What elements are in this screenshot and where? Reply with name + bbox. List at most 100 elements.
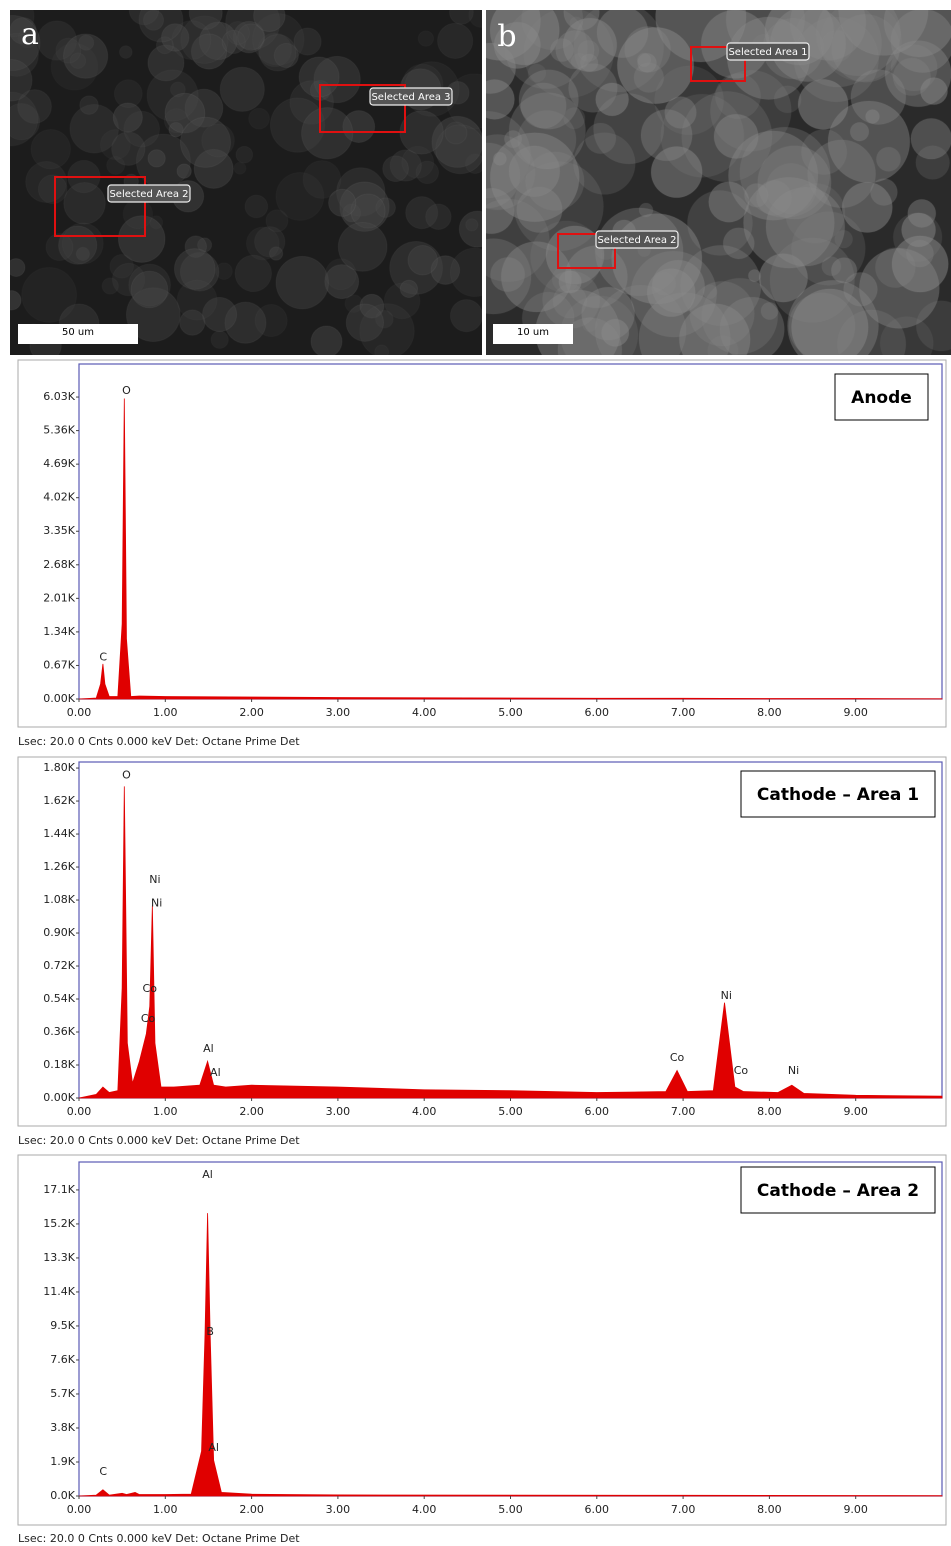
grain [184, 235, 207, 258]
x-tick-label: 2.00 [239, 706, 264, 719]
grain [328, 188, 357, 217]
grain [163, 108, 190, 134]
x-tick-label: 5.00 [498, 706, 523, 719]
grain [399, 110, 444, 155]
grain [807, 139, 877, 209]
peak-label: Co [141, 1012, 156, 1025]
grain [258, 33, 297, 72]
grain [890, 44, 938, 92]
image-bg [486, 10, 951, 355]
grain [581, 286, 636, 341]
x-tick-label: 2.00 [239, 1503, 264, 1516]
grain [61, 222, 104, 265]
grain [525, 151, 585, 211]
grain [739, 126, 831, 218]
grain [555, 30, 595, 70]
grain [743, 176, 835, 269]
y-tick-label: 1.08K [43, 893, 75, 906]
grain [257, 32, 292, 68]
y-tick-label: 1.62K [43, 794, 75, 807]
grain [874, 247, 916, 289]
grain [425, 203, 452, 230]
peak-label: B [206, 1325, 214, 1338]
grain [10, 15, 41, 72]
selected-area [557, 233, 616, 269]
peak-label: O [122, 768, 131, 781]
grain [843, 271, 878, 307]
grain [112, 102, 143, 133]
peak-label: Co [143, 982, 158, 995]
x-tick-label: 5.00 [498, 1105, 523, 1118]
grain [486, 238, 532, 315]
grain [342, 203, 362, 223]
grain [190, 33, 228, 70]
grain [530, 220, 603, 293]
grain [100, 129, 131, 160]
grain [244, 194, 269, 219]
grain [10, 102, 41, 141]
grain [638, 202, 654, 218]
area-label-box [107, 184, 191, 203]
grain [557, 317, 623, 355]
y-tick-label: 13.3K [43, 1251, 75, 1264]
grain [117, 215, 166, 263]
grain [198, 21, 238, 61]
grain [486, 134, 536, 211]
peak-label: Ni [721, 989, 732, 1002]
scale-bar [493, 324, 573, 344]
peak-label: Co [670, 1051, 685, 1064]
grain [836, 309, 907, 355]
peak-label: Al [210, 1066, 221, 1079]
x-tick-label: 6.00 [585, 1105, 610, 1118]
grain [146, 69, 199, 122]
texture [10, 10, 482, 355]
grain [345, 303, 385, 342]
grain [758, 253, 809, 303]
grain [686, 189, 753, 257]
grain [893, 212, 943, 262]
grain [678, 303, 751, 355]
x-tick-label: 7.00 [671, 1503, 696, 1516]
grain [350, 193, 386, 229]
grain [179, 252, 220, 292]
legend-box [740, 770, 936, 818]
grain [774, 85, 802, 113]
x-tick-label: 8.00 [757, 1105, 782, 1118]
grain [275, 255, 330, 310]
x-tick-label: 8.00 [757, 1503, 782, 1516]
legend-box [740, 1166, 936, 1214]
grain [180, 15, 229, 64]
y-tick-label: 11.4K [43, 1285, 75, 1298]
grain [289, 80, 334, 125]
grain [595, 82, 630, 117]
grain [517, 110, 577, 170]
grain [276, 172, 324, 221]
grain [708, 181, 750, 223]
grain [637, 52, 657, 73]
grain [253, 10, 286, 33]
selected-area [319, 84, 406, 133]
grain [155, 36, 174, 55]
y-tick-label: 15.2K [43, 1217, 75, 1230]
grain [437, 22, 474, 59]
grain [269, 97, 326, 153]
grain [486, 110, 531, 199]
grain [465, 218, 479, 232]
peak-label: C [99, 1465, 107, 1478]
scale-label: 10 um [517, 327, 549, 338]
grain [173, 248, 216, 290]
grain [215, 262, 233, 280]
grain [791, 211, 866, 286]
grain [593, 93, 665, 165]
grain [582, 317, 598, 332]
chart-title: Cathode – Area 2 [757, 1181, 919, 1201]
grain [374, 345, 389, 355]
grain [757, 145, 832, 220]
y-tick-label: 0.00K [43, 692, 75, 705]
grain [797, 78, 849, 130]
grain [226, 21, 250, 45]
grain [727, 130, 819, 221]
grain [142, 10, 165, 31]
grain [760, 301, 779, 321]
grain [168, 122, 184, 138]
